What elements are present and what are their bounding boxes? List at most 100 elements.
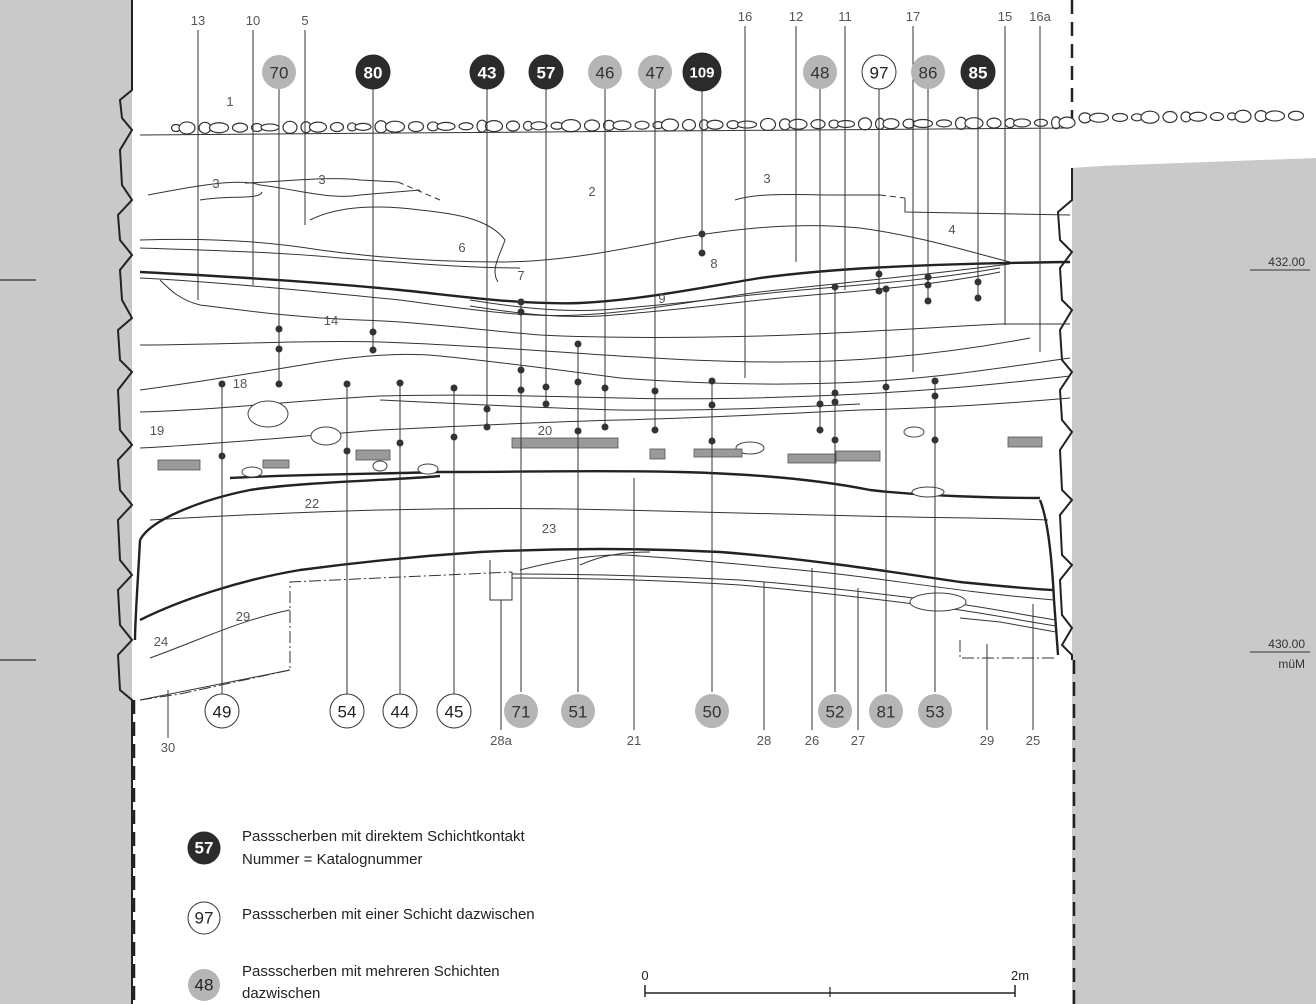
surface-stone [484, 119, 504, 133]
top-badge-circle-48 [803, 55, 837, 89]
surface-stone [1209, 111, 1225, 122]
layer-27-line [511, 573, 1057, 621]
surface-stone [634, 120, 650, 130]
legend-item-several: 48 Passscherben mit mehreren Schichten d… [188, 963, 500, 1002]
bottom-layer-labels: 30 28a 21 28 26 27 29 25 [161, 478, 1040, 755]
layer-3-right-top [734, 193, 880, 201]
layer-23-left-side [133, 539, 142, 641]
top-badge-80: 80 [355, 54, 391, 90]
top-layer-labels: 13 10 5 16 12 11 17 15 16a [191, 9, 1052, 28]
layer-boundary-thick-lower [139, 547, 1055, 622]
bottom-badge-number-71: 71 [512, 703, 531, 722]
surface-stone [1058, 116, 1076, 129]
layer-label-10: 10 [246, 13, 260, 28]
surface-stone [178, 121, 196, 135]
layer-label-30: 30 [161, 740, 175, 755]
legend-badge-direct [187, 831, 221, 865]
surface-stone [208, 122, 230, 134]
elevation-unit: müM [1278, 657, 1305, 671]
bottom-badge-circle-54 [329, 693, 365, 729]
bottom-badge-52: 52 [818, 694, 852, 728]
surface-stone [810, 119, 826, 130]
surface-stone [1140, 110, 1160, 124]
bottom-badge-circle-71 [504, 694, 538, 728]
layer-label-18: 18 [233, 376, 247, 391]
top-label-leaders [197, 26, 1041, 378]
top-badge-circle-97 [861, 54, 897, 90]
surface-stone [736, 120, 758, 129]
surface-stone [1287, 110, 1305, 121]
surface-stone [560, 119, 582, 133]
layer-label-4: 4 [948, 222, 955, 237]
top-badge-circle-57 [528, 54, 564, 90]
scale-end-label: 2m [1011, 968, 1029, 983]
legend-line1-several: Passscherben mit mehreren Schichten [242, 963, 500, 980]
surface-stone [436, 121, 456, 131]
surface-stone [986, 117, 1002, 129]
legend: 57 Passscherben mit direktem Schichtkont… [187, 828, 535, 1002]
layer-label-16a: 16a [1029, 9, 1051, 24]
layer-23-left [138, 474, 441, 541]
layer-20-bottom [139, 397, 1071, 449]
top-badge-circle-80 [355, 54, 391, 90]
layer-20-top [379, 399, 861, 411]
layer-label-12: 12 [789, 9, 803, 24]
layer-label-19: 19 [150, 423, 164, 438]
bottom-badge-circle-53 [918, 694, 952, 728]
layer-label-7: 7 [517, 268, 524, 283]
layer-label-23: 23 [542, 521, 556, 536]
top-badge-circle-43 [469, 54, 505, 90]
surface-stone [505, 120, 521, 132]
layer-22-bottom [149, 508, 1049, 521]
layer-label-28: 28 [757, 733, 771, 748]
outlined-stones [241, 400, 967, 612]
surface-stone [231, 122, 249, 133]
surface-stone [384, 120, 406, 133]
layer-label-25: 25 [1026, 733, 1040, 748]
layer-label-3b: 3 [318, 172, 325, 187]
surface-stone [407, 120, 425, 133]
bottom-badge-number-49: 49 [213, 703, 232, 722]
top-badge-number-85: 85 [969, 64, 988, 83]
layer-label-11: 11 [838, 9, 852, 24]
top-badge-43: 43 [469, 54, 505, 90]
layer-label-21: 21 [627, 733, 641, 748]
top-badge-number-57: 57 [537, 64, 556, 83]
layer-label-24: 24 [154, 634, 168, 649]
top-badge-circle-85 [960, 54, 996, 90]
bottom-badge-circle-45 [436, 693, 472, 729]
bottom-badge-number-53: 53 [926, 703, 945, 722]
surface-stone [1162, 110, 1178, 124]
layer-3-lens-left [199, 191, 263, 201]
layer-label-6: 6 [458, 240, 465, 255]
top-badge-97: 97 [861, 54, 897, 90]
layer-label-20: 20 [538, 423, 552, 438]
layer-label-29b: 29 [980, 733, 994, 748]
legend-badge-number-one: 97 [195, 909, 214, 928]
surface-stone [1012, 118, 1032, 128]
layer-label-17: 17 [906, 9, 920, 24]
scale-bar: 0 2m [641, 968, 1029, 997]
legend-badge-one [187, 901, 221, 935]
layer-6-7-boundary [139, 225, 1011, 263]
top-badge-109: 109 [682, 52, 722, 92]
layer-30-boundary [139, 669, 291, 701]
top-badge-circle-47 [638, 55, 672, 89]
bottom-connectors [218, 283, 939, 697]
top-badge-number-48: 48 [811, 64, 830, 83]
bottom-badge-circle-81 [869, 694, 903, 728]
layer-label-27: 27 [851, 733, 865, 748]
bottom-badge-number-52: 52 [826, 703, 845, 722]
layer-label-3c: 3 [763, 171, 770, 186]
layer-label-9: 9 [658, 291, 665, 306]
top-badge-number-97: 97 [870, 64, 889, 83]
bottom-badge-number-50: 50 [703, 703, 722, 722]
excavation-boundary-dashdot [139, 571, 513, 701]
scale-start-label: 0 [641, 968, 648, 983]
layer-label-13: 13 [191, 13, 205, 28]
top-badge-number-46: 46 [596, 64, 615, 83]
left-wall-edge [116, 0, 134, 1004]
top-badge-57: 57 [528, 54, 564, 90]
surface-stone [530, 121, 548, 131]
